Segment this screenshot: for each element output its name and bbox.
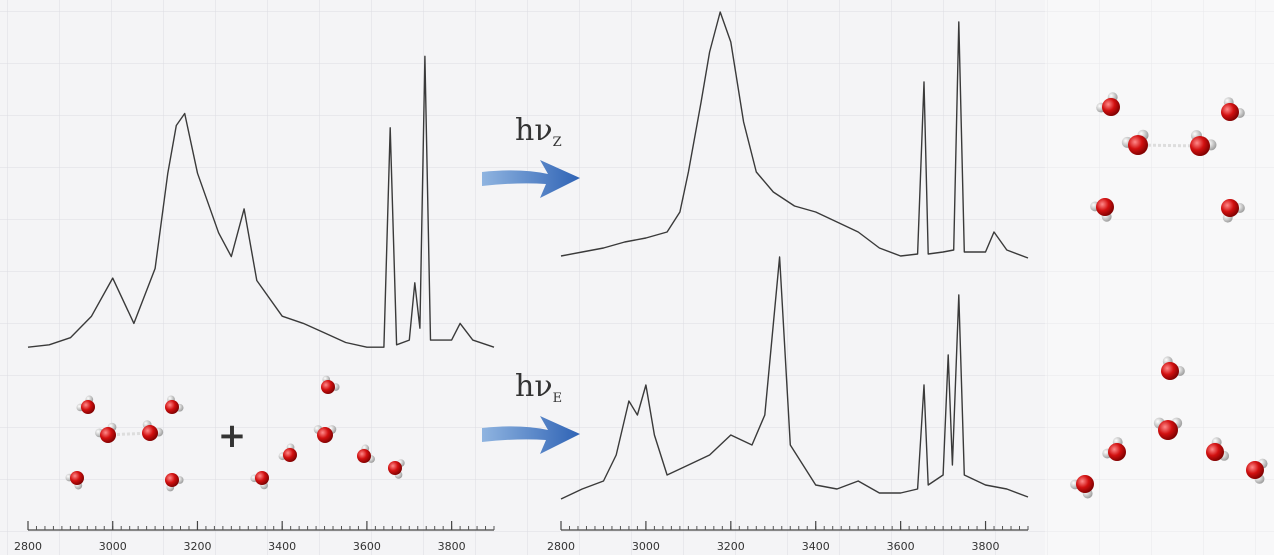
- panel-shade: [1045, 0, 1274, 555]
- oxygen: [165, 473, 179, 487]
- x-tick-label: 2800: [547, 540, 575, 553]
- annotation: hνZ: [515, 113, 562, 150]
- oxygen: [1206, 443, 1224, 461]
- oxygen: [1221, 199, 1239, 217]
- x-tick-label: 3600: [353, 540, 381, 553]
- x-tick-label: 3400: [802, 540, 830, 553]
- annotation: hνE: [515, 369, 562, 406]
- x-tick-label: 3600: [887, 540, 915, 553]
- oxygen: [317, 427, 333, 443]
- x-tick-label: 3200: [183, 540, 211, 553]
- spectrum-line: [560, 256, 1029, 500]
- oxygen: [1128, 135, 1148, 155]
- oxygen: [1076, 475, 1094, 493]
- annotation-subscript: Z: [553, 135, 562, 150]
- x-tick-label: 3200: [717, 540, 745, 553]
- molecules: [65, 92, 1268, 499]
- oxygen: [1246, 461, 1264, 479]
- oxygen: [255, 471, 269, 485]
- arrow: [482, 416, 580, 454]
- annotation-subscript: E: [553, 391, 563, 406]
- spectrum-line: [27, 55, 495, 348]
- oxygen: [1221, 103, 1239, 121]
- oxygen: [388, 461, 402, 475]
- spectrum-line: [560, 11, 1029, 259]
- oxygen: [142, 425, 158, 441]
- oxygen: [1096, 198, 1114, 216]
- oxygen: [1102, 98, 1120, 116]
- oxygen: [1108, 443, 1126, 461]
- oxygen: [70, 471, 84, 485]
- oxygen: [165, 400, 179, 414]
- x-tick-label: 3800: [972, 540, 1000, 553]
- x-tick-label: 3000: [632, 540, 660, 553]
- oxygen: [357, 449, 371, 463]
- annotation-text: hν: [515, 369, 553, 404]
- x-tick-label: 3400: [268, 540, 296, 553]
- oxygen: [283, 448, 297, 462]
- oxygen: [100, 427, 116, 443]
- x-tick-label: 3800: [438, 540, 466, 553]
- bond: [1137, 143, 1201, 148]
- oxygen: [1158, 420, 1178, 440]
- plus-sign: +: [218, 416, 247, 456]
- x-tick-label: 3000: [99, 540, 127, 553]
- arrow: [482, 160, 580, 198]
- oxygen: [321, 380, 335, 394]
- oxygen: [81, 400, 95, 414]
- annotation-text: hν: [515, 113, 553, 148]
- x-tick-label: 2800: [14, 540, 42, 553]
- oxygen: [1190, 136, 1210, 156]
- oxygen: [1161, 362, 1179, 380]
